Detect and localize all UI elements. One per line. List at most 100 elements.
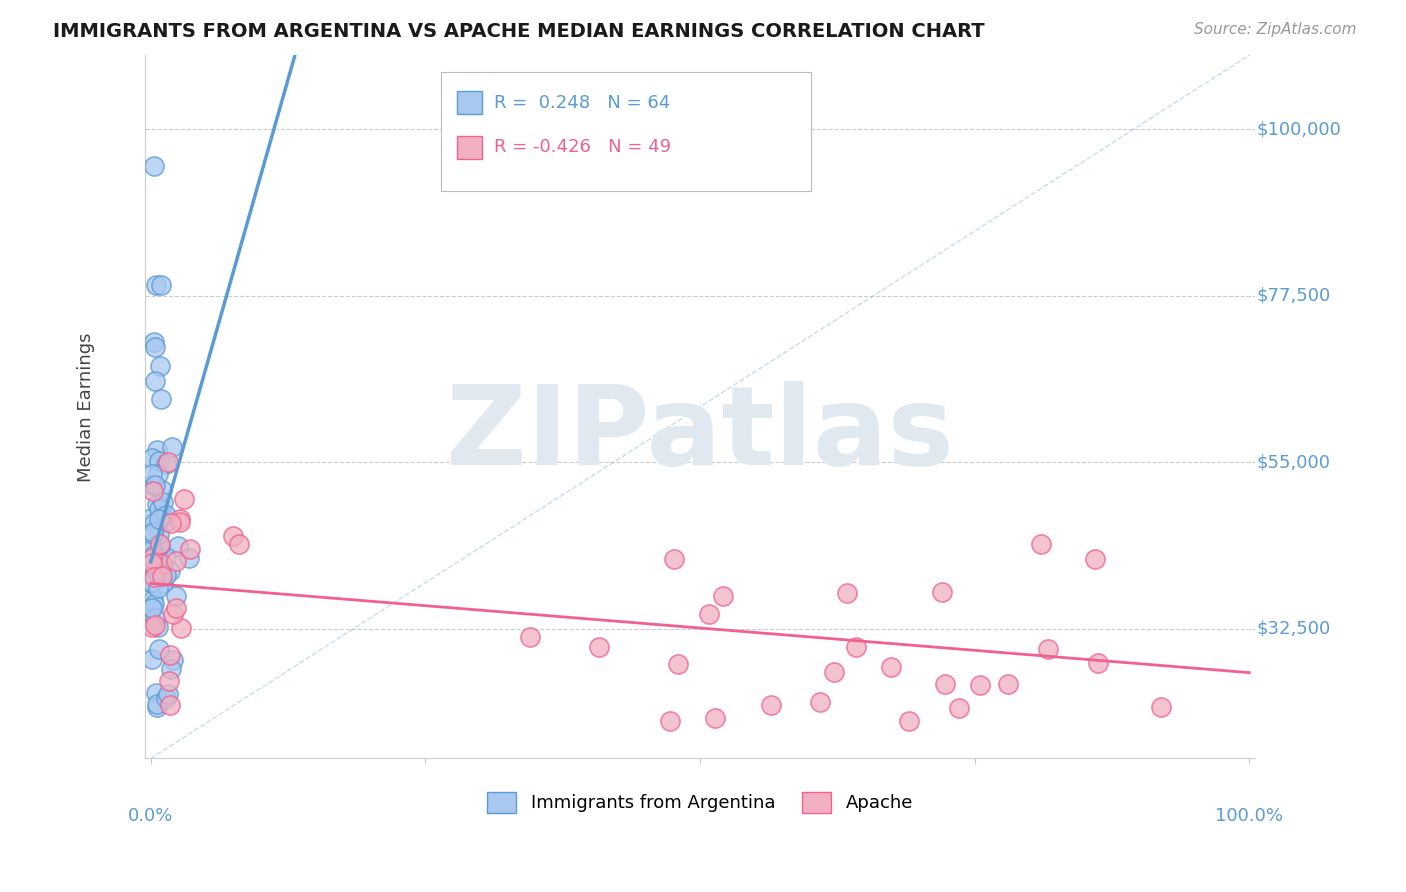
Point xyxy=(141,451,163,466)
Point xyxy=(148,540,170,554)
Point xyxy=(145,686,167,700)
Point xyxy=(150,483,173,497)
Point xyxy=(228,537,250,551)
Text: $77,500: $77,500 xyxy=(1257,286,1331,305)
Point xyxy=(143,618,166,632)
Point xyxy=(145,553,167,567)
Point xyxy=(143,570,166,584)
Point xyxy=(145,277,167,292)
Point xyxy=(169,512,191,526)
Point xyxy=(157,674,180,689)
Point xyxy=(143,374,166,388)
Point xyxy=(159,648,181,662)
Point xyxy=(588,640,610,654)
Text: R = -0.426   N = 49: R = -0.426 N = 49 xyxy=(494,138,671,156)
Point xyxy=(179,550,201,565)
Point xyxy=(165,554,187,568)
Point xyxy=(155,568,177,582)
Text: $32,500: $32,500 xyxy=(1257,620,1331,638)
Point xyxy=(703,711,725,725)
Point xyxy=(141,574,163,589)
Point xyxy=(153,515,176,529)
Point xyxy=(142,484,165,499)
Point xyxy=(149,392,172,406)
Point xyxy=(222,529,245,543)
Point xyxy=(141,556,163,570)
Point xyxy=(149,359,172,373)
Point xyxy=(166,539,188,553)
Point xyxy=(142,542,165,557)
Text: Median Earnings: Median Earnings xyxy=(77,332,96,482)
Point xyxy=(160,440,183,454)
Point xyxy=(160,516,183,530)
Point xyxy=(146,582,169,596)
Point xyxy=(823,665,845,679)
Point xyxy=(1029,537,1052,551)
Point xyxy=(149,537,172,551)
Point xyxy=(146,467,169,482)
Point xyxy=(170,621,193,635)
Point xyxy=(141,551,163,566)
Point xyxy=(148,512,170,526)
Point xyxy=(146,497,169,511)
Point xyxy=(162,653,184,667)
Text: Source: ZipAtlas.com: Source: ZipAtlas.com xyxy=(1194,22,1357,37)
Point xyxy=(808,695,831,709)
Point xyxy=(152,557,174,571)
Point xyxy=(711,589,734,603)
Point xyxy=(141,478,163,492)
Point xyxy=(162,607,184,621)
Point xyxy=(141,467,163,482)
Legend: Immigrants from Argentina, Apache: Immigrants from Argentina, Apache xyxy=(479,784,920,820)
Point xyxy=(145,564,167,578)
Point xyxy=(146,698,169,712)
Point xyxy=(146,620,169,634)
Point xyxy=(179,541,201,556)
Point xyxy=(156,687,179,701)
Point xyxy=(1087,657,1109,671)
Point xyxy=(173,492,195,507)
Text: $55,000: $55,000 xyxy=(1257,453,1331,471)
Point xyxy=(141,620,163,634)
Point xyxy=(1036,642,1059,657)
Point xyxy=(141,600,163,615)
Point xyxy=(141,510,163,524)
Point xyxy=(659,714,682,729)
Point xyxy=(142,548,165,562)
Point xyxy=(969,678,991,692)
Point xyxy=(759,698,782,713)
Point xyxy=(166,601,188,615)
Point xyxy=(149,277,172,292)
Point xyxy=(1084,551,1107,566)
Point xyxy=(143,478,166,492)
Point xyxy=(143,340,166,354)
Point xyxy=(159,564,181,578)
Point xyxy=(143,559,166,574)
Point xyxy=(666,657,689,671)
Point xyxy=(159,698,181,712)
Text: $100,000: $100,000 xyxy=(1257,120,1341,138)
Point xyxy=(835,586,858,600)
Point xyxy=(142,597,165,611)
Point xyxy=(155,458,177,472)
Point xyxy=(142,334,165,349)
Point xyxy=(142,593,165,607)
Point xyxy=(997,677,1019,691)
Point xyxy=(152,576,174,591)
Point xyxy=(155,691,177,706)
Point xyxy=(519,631,541,645)
Point xyxy=(160,662,183,676)
Point xyxy=(149,538,172,552)
Point xyxy=(152,495,174,509)
Point xyxy=(931,585,953,599)
Point xyxy=(148,642,170,657)
Point xyxy=(664,551,686,566)
Point xyxy=(148,527,170,541)
Point xyxy=(143,611,166,625)
Point xyxy=(141,575,163,590)
Text: ZIPatlas: ZIPatlas xyxy=(446,382,953,489)
Point xyxy=(948,700,970,714)
Point xyxy=(897,714,920,729)
Text: R =  0.248   N = 64: R = 0.248 N = 64 xyxy=(494,94,669,112)
Text: IMMIGRANTS FROM ARGENTINA VS APACHE MEDIAN EARNINGS CORRELATION CHART: IMMIGRANTS FROM ARGENTINA VS APACHE MEDI… xyxy=(53,22,986,41)
